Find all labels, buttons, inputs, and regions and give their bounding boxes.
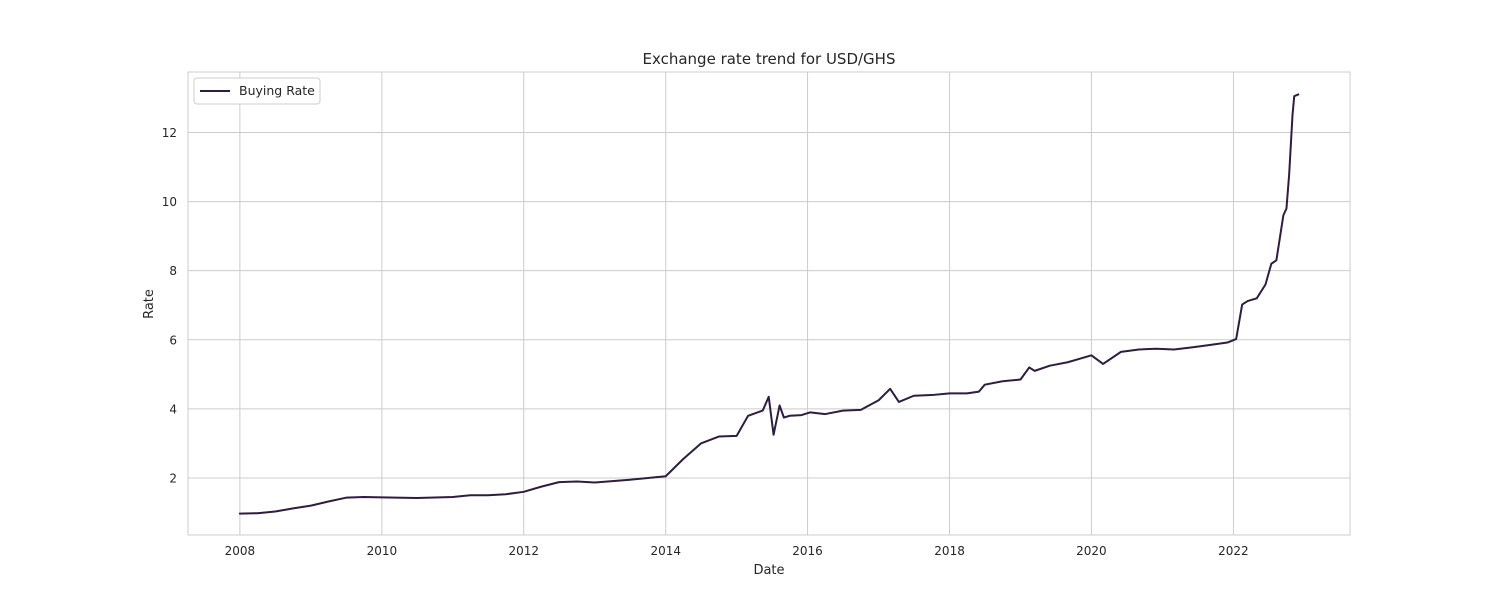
y-tick-label: 4 (169, 402, 177, 416)
x-axis-ticks: 2008 2010 2012 2014 2016 2018 2020 2022 (225, 544, 1249, 558)
y-tick-label: 2 (169, 471, 177, 485)
legend-box (193, 77, 321, 105)
legend-label: Buying Rate (239, 83, 315, 98)
chart-title: Exchange rate trend for USD/GHS (643, 50, 896, 68)
series-line-buying-rate (238, 93, 1300, 515)
x-tick-label: 2020 (1076, 544, 1107, 558)
x-tick-label: 2014 (650, 544, 681, 558)
x-tick-label: 2010 (367, 544, 398, 558)
y-tick-label: 6 (169, 333, 177, 347)
grid (188, 72, 1350, 535)
series-layer (238, 93, 1300, 515)
x-axis-title: Date (753, 563, 784, 578)
x-tick-label: 2012 (508, 544, 539, 558)
y-tick-label: 12 (162, 126, 177, 140)
y-axis-ticks: 2 4 6 8 10 12 (162, 126, 177, 486)
y-axis-title: Rate (142, 289, 157, 319)
x-tick-label: 2008 (225, 544, 256, 558)
y-tick-label: 8 (169, 264, 177, 278)
x-tick-label: 2018 (934, 544, 965, 558)
x-tick-label: 2016 (792, 544, 823, 558)
x-tick-label: 2022 (1218, 544, 1249, 558)
legend: Buying Rate (193, 77, 321, 105)
y-tick-label: 10 (162, 195, 177, 209)
plot-frame (187, 71, 1351, 536)
plot-area (188, 72, 1350, 535)
